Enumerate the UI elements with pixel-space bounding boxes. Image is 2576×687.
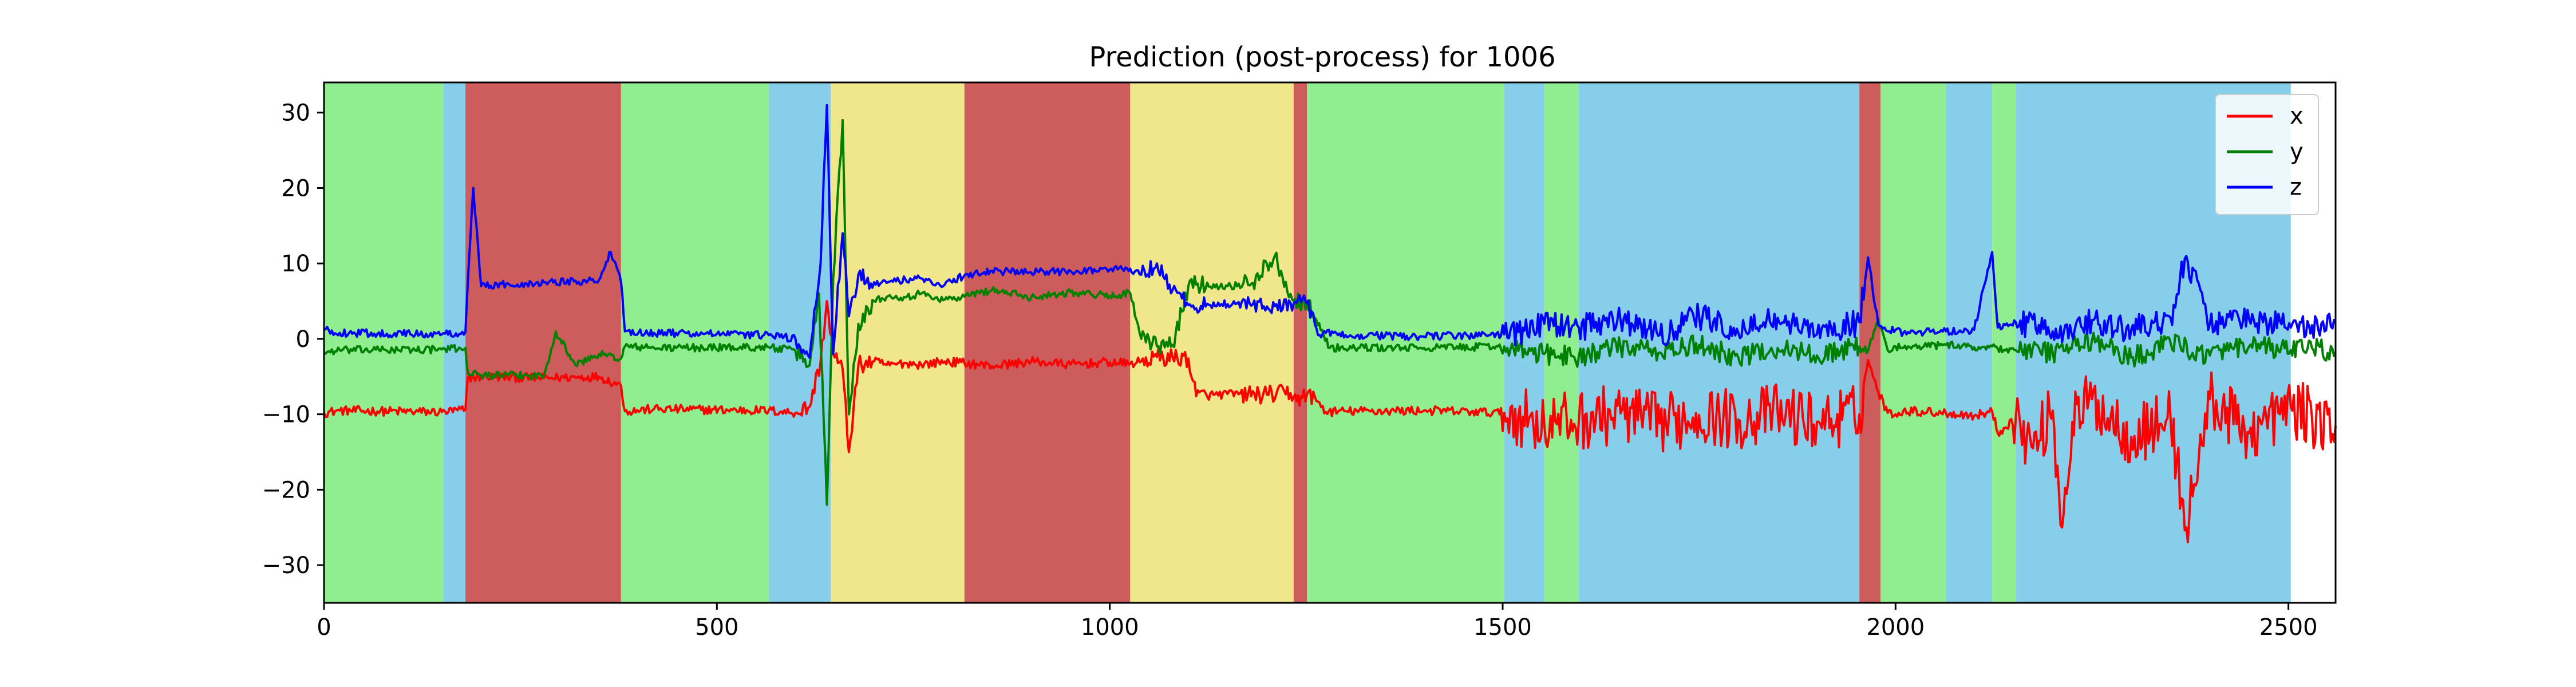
legend-box <box>2215 94 2319 215</box>
y-tick-label: −30 <box>262 552 310 579</box>
legend-label-y: y <box>2290 139 2304 165</box>
series-line-x <box>323 300 2337 544</box>
segment-blue <box>1946 82 1993 603</box>
segment-yellow <box>831 82 965 603</box>
series-line-z <box>323 104 2337 359</box>
segment-red <box>465 82 621 603</box>
segment-green <box>1992 82 2016 603</box>
y-tick-label: 0 <box>296 326 310 353</box>
x-tick-label: 0 <box>317 614 331 641</box>
x-tick-label: 2500 <box>2259 614 2318 641</box>
x-tick-label: 500 <box>695 614 738 641</box>
x-tick-label: 1000 <box>1081 614 1139 641</box>
y-tick-label: 10 <box>281 251 310 277</box>
x-tick-label: 2000 <box>1866 614 1925 641</box>
chart-title: Prediction (post-process) for 1006 <box>1089 41 1555 73</box>
x-tick-label: 1500 <box>1473 614 1532 641</box>
segment-green <box>1544 82 1579 603</box>
y-tick-label: 20 <box>281 175 310 202</box>
axes-frame <box>323 81 2337 604</box>
segment-green <box>1880 82 1946 603</box>
legend-label-z: z <box>2290 174 2302 200</box>
segment-yellow <box>1130 82 1294 603</box>
segment-blue <box>443 82 466 603</box>
y-tick-label: −20 <box>262 477 310 503</box>
plot-area: 0 500 1000 1500 2000 2500 −30 −20 −10 0 10 20 30 xyz <box>262 81 2337 641</box>
segment-red <box>964 82 1131 603</box>
y-tick-label: 30 <box>281 100 310 127</box>
segment-blue <box>1579 82 1860 603</box>
segment-green <box>1307 82 1504 603</box>
segment-red <box>1293 82 1307 603</box>
segment-green <box>621 82 769 603</box>
segment-green <box>324 82 444 603</box>
y-tick-label: −10 <box>262 402 310 428</box>
segment-blue <box>1504 82 1544 603</box>
legend-label-x: x <box>2290 103 2304 129</box>
series-line-y <box>323 119 2337 506</box>
